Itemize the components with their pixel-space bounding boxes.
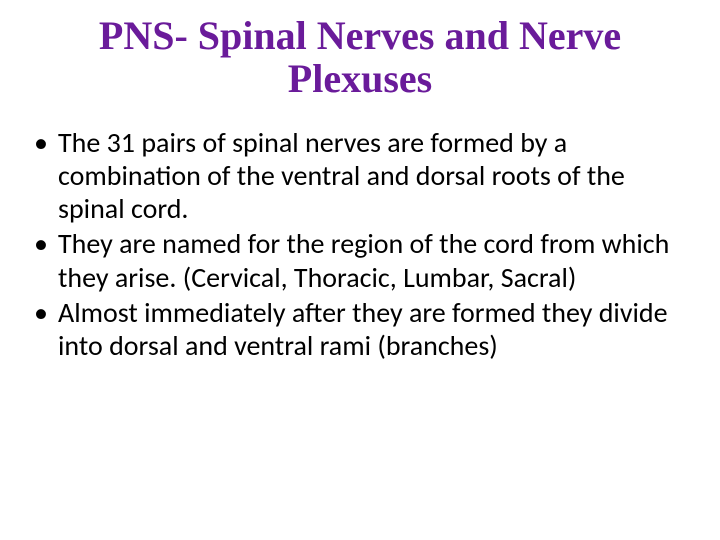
bullet-list: The 31 pairs of spinal nerves are formed… <box>34 126 686 361</box>
slide-title: PNS- Spinal Nerves and Nerve Plexuses <box>34 14 686 100</box>
list-item: Almost immediately after they are formed… <box>58 296 686 362</box>
list-item: They are named for the region of the cor… <box>58 227 686 293</box>
list-item: The 31 pairs of spinal nerves are formed… <box>58 126 686 225</box>
slide: PNS- Spinal Nerves and Nerve Plexuses Th… <box>0 0 720 540</box>
